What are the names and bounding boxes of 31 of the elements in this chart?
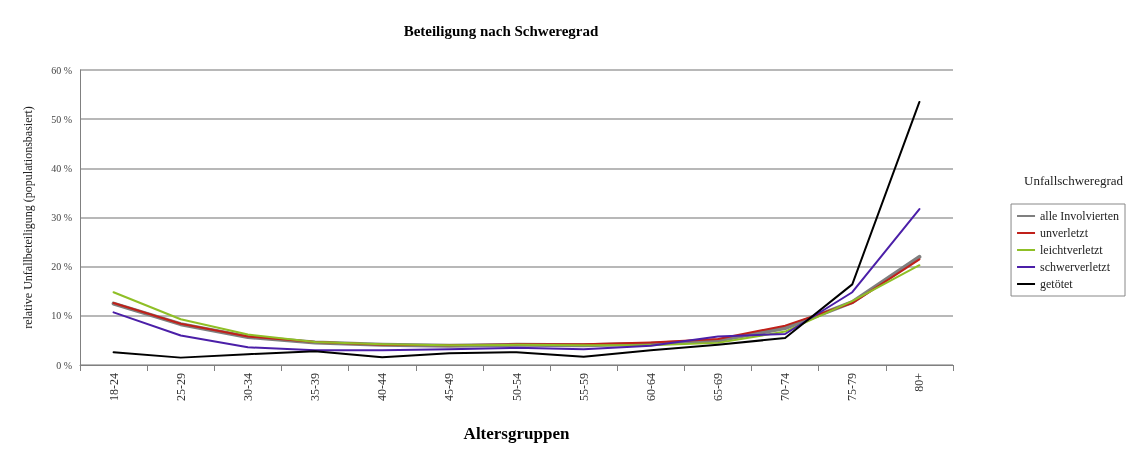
legend-label: unverletzt <box>1040 226 1089 240</box>
y-tick-label: 0 % <box>56 359 72 371</box>
x-tick-label: 55-59 <box>576 373 591 401</box>
y-tick-label: 30 % <box>51 212 72 223</box>
chart-title: Beteiligung nach Schweregrad <box>403 22 600 39</box>
line-series <box>112 100 921 359</box>
y-tick-label: 40 % <box>51 162 72 174</box>
legend-title: Unfallschweregrad <box>1024 173 1124 188</box>
x-tick-label: 30-34 <box>240 373 255 401</box>
x-axis-title: Altersgruppen <box>463 424 570 443</box>
x-tick-label: 25-29 <box>173 373 188 401</box>
legend-label: schwerverletzt <box>1040 260 1111 274</box>
x-tick-label: 18-24 <box>106 373 121 401</box>
line-series <box>112 208 921 352</box>
legend-label: leichtverletzt <box>1040 243 1104 257</box>
x-tick-label: 45-49 <box>442 373 457 401</box>
y-tick-label: 10 % <box>51 310 72 322</box>
x-tick-label: 80+ <box>912 372 927 392</box>
y-tick-label: 60 % <box>51 64 72 76</box>
x-tick-label: 75-79 <box>845 373 860 401</box>
x-tick-label: 70-74 <box>778 373 793 401</box>
x-tick-label: 40-44 <box>375 373 390 401</box>
y-axis-title: relative Unfallbeteiligung (populationsbasiert) <box>21 106 35 329</box>
legend-label: alle Involvierten <box>1040 209 1119 223</box>
y-tick-label: 50 % <box>51 113 72 125</box>
x-tick-label: 35-39 <box>308 373 323 401</box>
x-tick-label: 50-54 <box>509 373 524 401</box>
x-tick-label: 60-64 <box>643 373 658 401</box>
x-tick-label: 65-69 <box>710 373 725 401</box>
legend-label: getötet <box>1040 277 1074 291</box>
y-tick-label: 20 % <box>51 261 72 273</box>
